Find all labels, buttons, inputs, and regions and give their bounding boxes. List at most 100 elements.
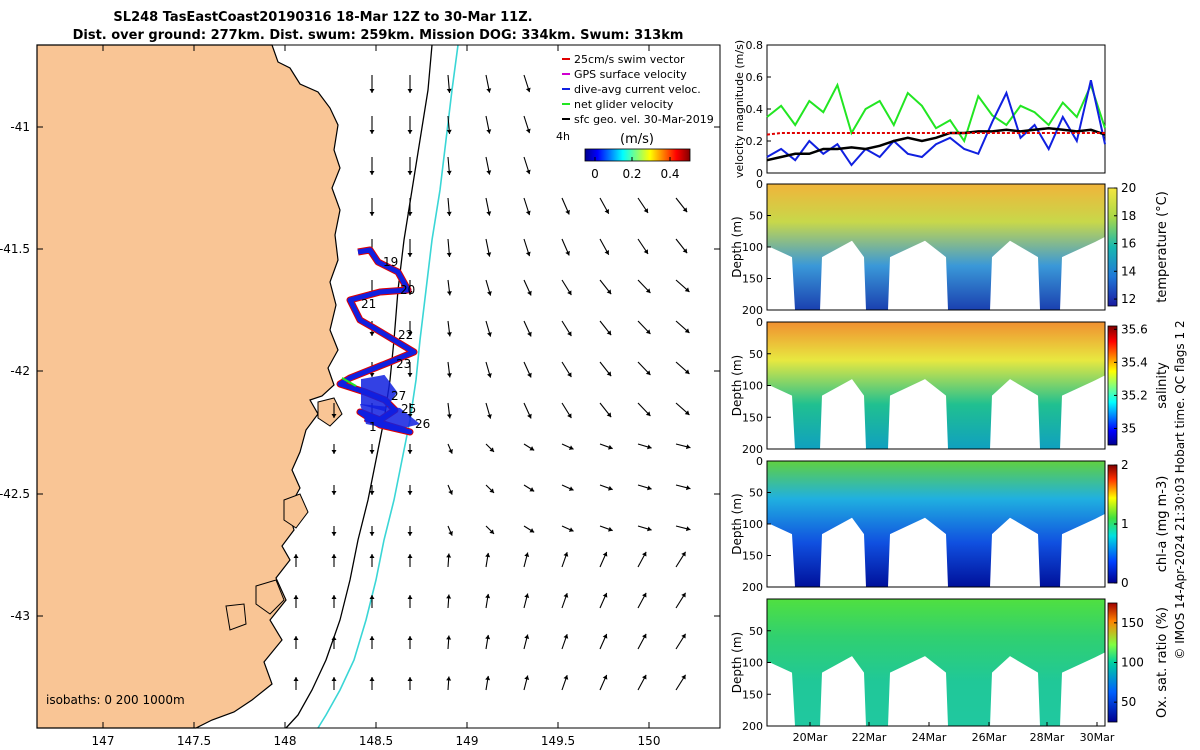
colorbar-tick-label: 12 [1121,292,1136,306]
velocity-arrow-head [407,554,413,558]
velocity-arrow-head [563,634,569,639]
velocity-arrow-head [369,130,375,134]
colorbar-tick-label: 35.4 [1121,355,1148,369]
section-panel-temperature: 0 50 100 150 200 Depth (m) 12 14 16 18 20 temperatu… [730,178,1170,317]
isobath-1000m [317,44,459,729]
velocity-arrow-head [568,445,574,450]
velocity-arrow-head [293,636,299,640]
section-data-field [767,322,1105,449]
velocity-arrow-head [685,526,691,532]
colorbar-tick-label: 35 [1121,421,1136,435]
velocity-arrow-head [489,447,495,452]
day-label: 1 [369,420,377,434]
colorbar-label: Ox. sat. ratio (%) [1155,607,1170,718]
velocity-arrow-head [529,528,535,533]
map-xtick-label: 147.5 [177,734,211,748]
velocity-arrow-head [331,491,337,495]
map-colorbar-label: 0.4 [660,167,679,181]
glider-track [336,246,420,436]
velocity-arrow-head [681,674,686,680]
velocity-arrow-head [642,592,647,598]
map-ytick-label: -41 [10,120,30,134]
colorbar-tick-label: 150 [1121,616,1144,630]
section-colorbar [1107,187,1118,307]
island-1 [283,493,309,529]
legend-label: GPS surface velocity [574,68,687,81]
velocity-arrow-head [642,551,647,557]
velocity-arrow-head [407,450,413,454]
velocity-arrow-head [331,450,337,454]
colorbar-tick-label: 100 [1121,656,1144,670]
colorbar-label: salinity [1155,362,1170,409]
velocity-arrow-head [524,675,530,680]
velocity-arrow-head [407,332,413,336]
velocity-arrow-head [489,488,495,493]
velocity-arrow-head [407,89,413,93]
velocity-arrow-head [684,287,690,292]
velocity-arrow-head [524,634,530,639]
velocity-arrow-head [643,208,649,213]
map-ytick-label: -42.5 [0,487,30,501]
velocity-arrow-head [684,328,690,333]
legend-label: dive-avg current veloc. [574,83,701,96]
velocity-arrow-head [487,414,492,419]
colorbar-tick-label: 16 [1121,237,1136,251]
isobath-label: isobaths: 0 200 1000m [46,693,185,707]
velocity-arrow-head [608,444,613,450]
velocity-arrow-head [565,209,570,215]
velocity-arrow-head [527,372,532,378]
velocity-arrow-head [486,252,492,257]
velocity-arrow-head [681,592,686,598]
depth-tick-label: 200 [742,443,763,456]
depth-tick-label: 50 [749,348,763,361]
velocity-series-line [766,79,1106,167]
velocity-arrow-head [407,677,413,681]
map-xtick-label: 149 [456,734,479,748]
map-colorbar-ticks: 0 0.2 0.4 [591,157,680,181]
velocity-arrow-head [525,128,531,134]
legend-label: net glider velocity [574,98,674,111]
velocity-arrow-head [642,674,647,680]
velocity-series-line [766,132,1105,136]
map-ytick-label: -41.5 [0,242,30,256]
time-tick-label: 28Mar [1030,731,1065,744]
velocity-arrow-head [606,289,612,295]
velocity-arrow-head [606,330,612,336]
figure-title-line2: Dist. over ground: 277km. Dist. swum: 25… [73,28,684,43]
velocity-arrow-head [407,532,413,536]
depth-tick-label: 100 [742,518,763,531]
map-colorbar-label: 0.2 [622,167,641,181]
velocity-arrow-head [446,414,452,419]
day-label: 27 [391,389,406,403]
velocity-arrow-head [567,413,572,419]
velocity-series-line [766,126,1106,162]
velocity-arrow-head [684,410,690,415]
depth-tick-label: 200 [742,720,763,733]
velocity-arrow-head [293,554,299,558]
map-xtick-label: 147 [92,734,115,748]
velocity-arrow-head [602,551,608,557]
velocity-arrow-head [525,251,531,257]
depth-tick-label: 200 [742,581,763,594]
velocity-arrow-head [525,169,531,175]
velocity-arrow-head [567,290,572,296]
map-colorbar-unit: (m/s) [620,132,654,147]
figure-title-line1: SL248 TasEastCoast20190316 18-Mar 12Z to… [113,10,532,25]
tasmania-landmass [36,44,343,729]
colorbar-tick-label: 1 [1121,517,1129,531]
velocity-arrow-head [331,554,337,558]
velocity-arrow-head [645,288,651,293]
colorbar-tick-label: 18 [1121,209,1136,223]
velocity-arrow-head [527,331,532,337]
depth-tick-label: 50 [749,210,763,223]
velocity-arrow-head [331,532,337,536]
velocity-arrow-head [602,633,608,639]
velocity-arrow-head [446,252,452,257]
velocity-ytick-label: 0 [756,167,763,180]
velocity-arrow-head [407,171,413,175]
velocity-arrow-head [446,170,452,175]
velocity-arrow-head [407,491,413,495]
velocity-arrow-head [602,674,608,680]
velocity-arrow-head [486,129,492,134]
